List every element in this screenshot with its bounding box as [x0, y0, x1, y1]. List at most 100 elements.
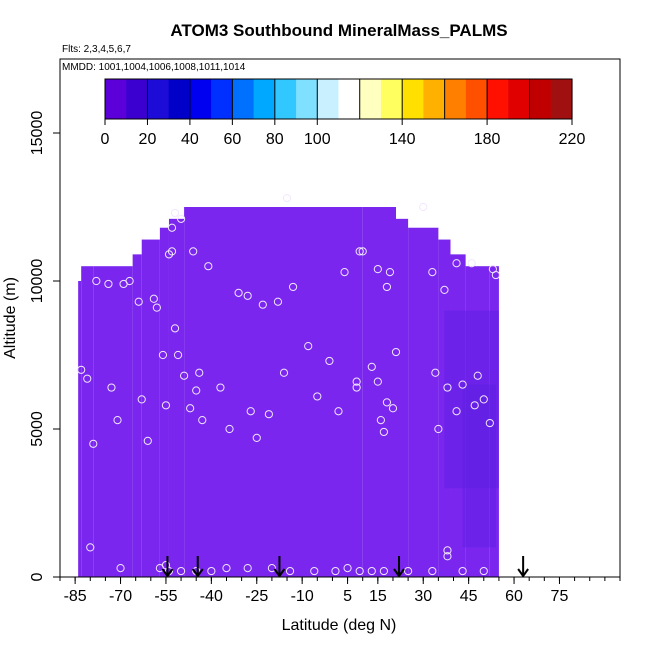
field-cell [132, 254, 142, 578]
observation-point [104, 279, 113, 289]
observation-point [379, 427, 388, 437]
plot-frame [59, 58, 621, 578]
observation-point [173, 350, 183, 360]
observation-point [83, 374, 92, 383]
observation-point [391, 347, 401, 357]
observation-point [134, 297, 143, 306]
observation-point [443, 546, 452, 555]
colorbar-tick-label: 0 [101, 131, 110, 148]
observation-point [125, 276, 134, 286]
observation-point [192, 386, 201, 395]
observation-point [310, 566, 319, 576]
colorbar-tick-label: 140 [389, 131, 416, 148]
observation-point [470, 401, 479, 410]
observation-point [491, 270, 500, 280]
observation-point [113, 416, 122, 425]
observation-point [458, 566, 467, 576]
observation-point [137, 395, 146, 404]
colorbar-swatch [380, 79, 403, 119]
colorbar-tick-label: 20 [139, 131, 157, 148]
heatmap-field [78, 207, 499, 578]
observation-point [164, 250, 174, 259]
observation-point [195, 368, 204, 377]
x-axis: -85 -70 -55 -40 -25 -10 5 15 30 45 60 75 [59, 577, 621, 605]
observation-point [352, 377, 361, 386]
observation-point [116, 564, 125, 573]
field-cell [184, 207, 363, 577]
colorbar-swatch [529, 79, 552, 119]
observation-point [267, 564, 276, 573]
x-tick-label: 75 [551, 588, 569, 605]
colorbar-swatch [423, 79, 446, 119]
colorbar-swatch [296, 79, 318, 119]
colorbar-swatch [465, 79, 488, 119]
colorbar-swatch [317, 79, 340, 119]
observation-point [243, 564, 252, 573]
observation-point [186, 404, 195, 413]
x-tick-label: -10 [291, 588, 314, 605]
observation-point [367, 362, 376, 371]
colorbar-swatch [274, 79, 297, 119]
colorbar-swatch [126, 79, 149, 119]
x-tick-label: -85 [64, 588, 87, 605]
colorbar-swatch [211, 79, 233, 119]
observation-point [334, 407, 343, 416]
colorbar-swatch [253, 79, 276, 119]
observation-point [373, 265, 382, 274]
observation-point [434, 424, 443, 434]
flight-markers [161, 556, 529, 578]
colorbar-tick-label: 180 [474, 131, 501, 148]
observation-point [258, 300, 267, 309]
observation-point [428, 268, 437, 277]
field-cell [78, 281, 82, 577]
observation-point [176, 566, 186, 576]
observation-point [282, 194, 292, 203]
observation-point [158, 350, 168, 360]
colorbar-swatch [232, 79, 255, 119]
observation-point [225, 424, 234, 434]
observation-point [355, 247, 364, 256]
observation-point [86, 543, 95, 552]
observation-point [180, 371, 189, 380]
observation-point [216, 383, 225, 392]
colorbar-swatch [402, 79, 425, 119]
observation-point [479, 395, 488, 404]
y-tick-label: 10000 [29, 259, 46, 304]
y-axis-label: Altitude (m) [2, 277, 19, 359]
y-tick-label: 0 [29, 572, 46, 581]
observation-point [273, 297, 283, 306]
observation-point [352, 383, 361, 392]
colorbar: 0 20 40 60 80 100 140 180 220 [101, 78, 585, 148]
observation-point [358, 247, 367, 256]
colorbar-swatch [550, 79, 573, 119]
observation-point [379, 566, 388, 576]
x-axis-label: Latitude (deg N) [282, 617, 397, 634]
observation-point [467, 259, 476, 268]
observation-point [382, 398, 392, 407]
observation-point [431, 368, 440, 377]
x-tick-label: 45 [460, 588, 478, 605]
observation-point [288, 282, 298, 292]
observation-point [443, 552, 452, 561]
observation-point [373, 377, 382, 386]
field-cell [362, 207, 396, 577]
x-tick-label: 30 [414, 588, 432, 605]
x-tick-label: -25 [245, 588, 268, 605]
flight-arrow-marker [191, 556, 204, 578]
observation-point [107, 383, 116, 392]
observation-point [385, 268, 395, 277]
field-cell [408, 227, 439, 577]
observation-point [234, 288, 243, 297]
observation-point [161, 401, 171, 410]
observation-point [198, 416, 207, 425]
observation-point [92, 276, 101, 286]
observation-point [264, 410, 273, 419]
field-cell [93, 266, 133, 577]
observation-point [243, 291, 252, 300]
field-cell [168, 218, 185, 577]
colorbar-swatch [444, 79, 467, 119]
observation-point [388, 404, 398, 413]
colorbar-swatch [487, 79, 509, 119]
x-tick-label: 60 [505, 588, 523, 605]
observation-point [246, 407, 255, 416]
